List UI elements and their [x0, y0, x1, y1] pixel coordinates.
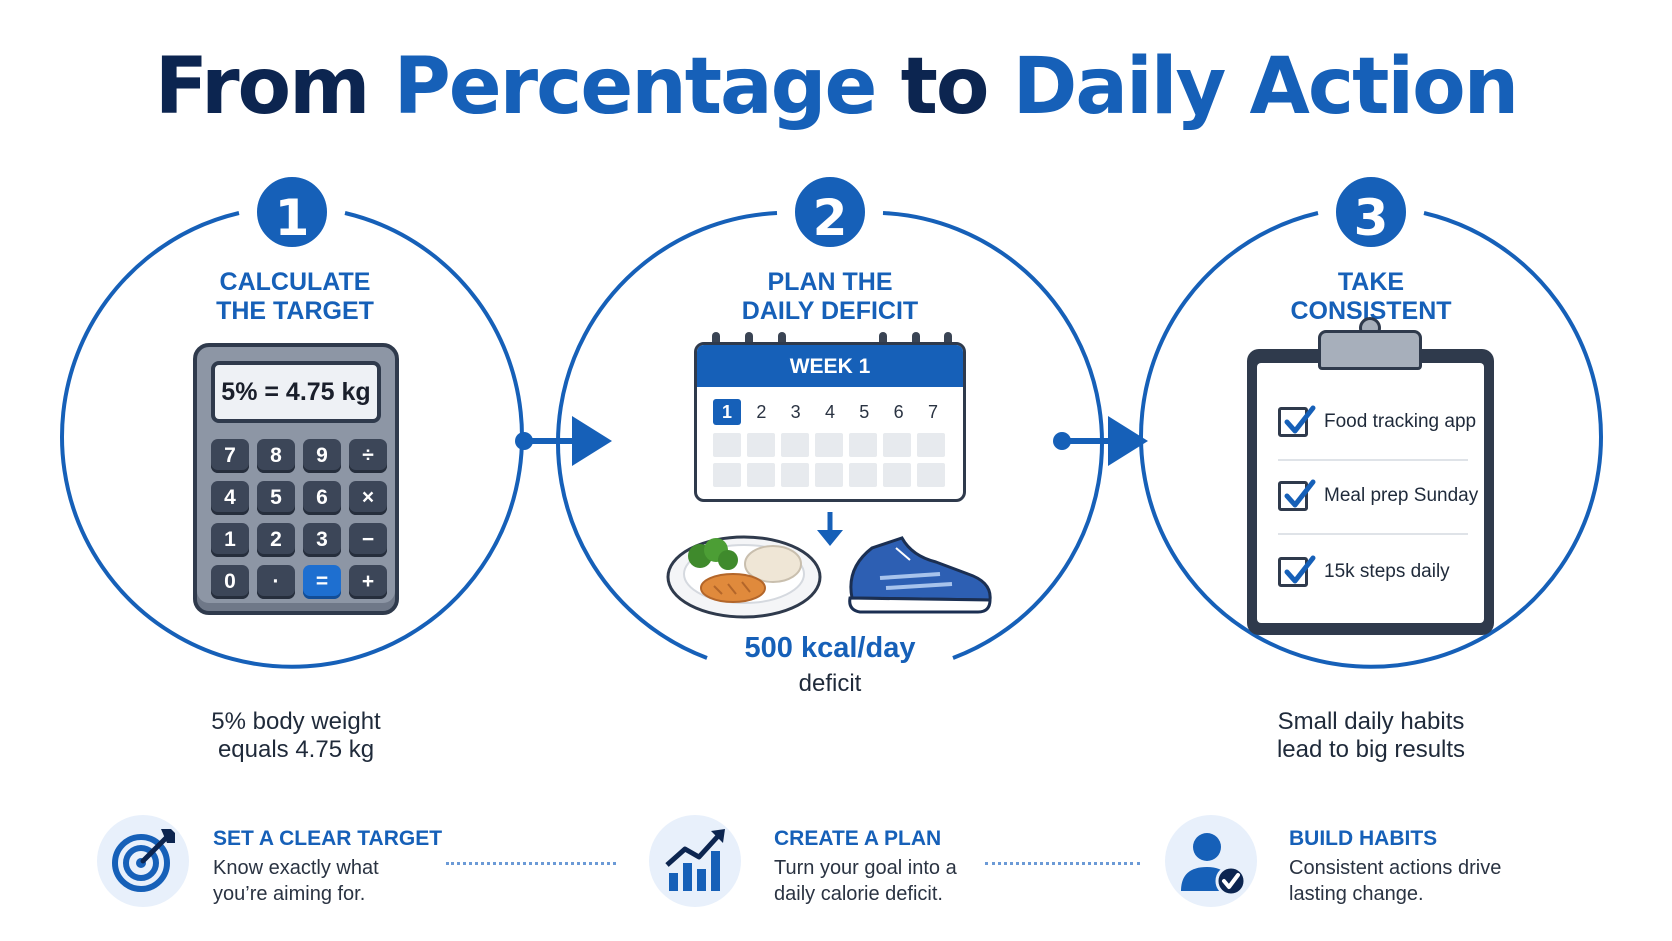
- calendar-day: 7: [927, 402, 938, 422]
- calculator-key: 3: [303, 523, 341, 557]
- calendar-day: 4: [824, 402, 835, 422]
- calculator-key: ÷: [349, 439, 387, 473]
- feature-desc-2: Turn your goal into a daily calorie defi…: [774, 857, 957, 905]
- growth-chart-icon: [649, 815, 741, 907]
- checklist-item: Food tracking app: [1278, 405, 1478, 441]
- target-icon: [97, 815, 189, 907]
- checklist-item: 15k steps daily: [1278, 555, 1478, 591]
- title-text: From: [154, 42, 394, 132]
- calendar-day: 3: [790, 402, 801, 422]
- checklist-item-label: Meal prep Sunday: [1324, 485, 1479, 506]
- calculator-key: 7: [211, 439, 249, 473]
- checklist-item: Meal prep Sunday: [1278, 479, 1479, 515]
- ring-step-3: [1139, 211, 1603, 669]
- calculator-key: =: [303, 565, 341, 599]
- checkbox-checked-icon: [1278, 405, 1316, 437]
- calculator-key: 5: [257, 481, 295, 515]
- checklist-item-label: Food tracking app: [1324, 411, 1477, 432]
- calendar-cell: [747, 463, 775, 487]
- dotted-divider: [985, 862, 1140, 865]
- calculator-keypad: 7 8 9 ÷ 4 5 6 × 1 2 3− 0 · = +: [211, 439, 389, 599]
- calendar-cell: [815, 463, 843, 487]
- calendar-cell: [747, 433, 775, 457]
- calendar-grid: [697, 425, 963, 487]
- calculator-key: 2: [257, 523, 295, 557]
- calendar-cell: [713, 463, 741, 487]
- feature-title-1: Set a clear target: [213, 827, 443, 850]
- step-number-badge-3: 3: [1330, 171, 1412, 253]
- calculator-key: 8: [257, 439, 295, 473]
- dotted-divider: [446, 862, 616, 865]
- title-text: to: [875, 42, 1013, 132]
- checklist-item-label: 15k steps daily: [1324, 561, 1450, 582]
- feature-title-3: Build habits: [1289, 827, 1438, 850]
- ring-step-2: [556, 211, 778, 660]
- calculator-key: 1: [211, 523, 249, 557]
- calendar-header: WEEK 1: [697, 345, 963, 387]
- calendar-day: 6: [893, 402, 904, 422]
- deficit-label: deficit: [798, 670, 862, 697]
- calculator-key: 9: [303, 439, 341, 473]
- user-check-icon: [1165, 815, 1257, 907]
- ring-step-2-right: [882, 211, 1104, 660]
- divider: [1278, 533, 1468, 535]
- deficit-value: 500 kcal/day: [744, 632, 916, 664]
- calendar-cell: [883, 433, 911, 457]
- feature-desc-3: Consistent actions drive lasting change.: [1289, 857, 1502, 905]
- title-accent-percentage: Percentage: [393, 42, 878, 132]
- divider: [1278, 459, 1468, 461]
- title-accent-daily-action: Daily Action: [1012, 42, 1520, 132]
- arrow-2-to-3: [1053, 416, 1148, 466]
- calendar-cell: [815, 433, 843, 457]
- meal-plate-icon: [666, 535, 822, 619]
- calculator-key: 0: [211, 565, 249, 599]
- step-caption-3: Small daily habits lead to big results: [1276, 708, 1466, 763]
- calendar-cell: [849, 433, 877, 457]
- calculator-screen: 5% = 4.75 kg: [211, 361, 381, 423]
- calendar-cell: [917, 463, 945, 487]
- calendar-day: 2: [756, 402, 767, 422]
- checkbox-checked-icon: [1278, 555, 1316, 587]
- feature-title-2: Create a plan: [774, 827, 942, 850]
- feature-desc-1: Know exactly what you’re aiming for.: [213, 857, 379, 905]
- calculator-key: ·: [257, 565, 295, 599]
- step-caption-1: 5% body weight equals 4.75 kg: [211, 708, 381, 763]
- calendar-cell: [849, 463, 877, 487]
- calendar-cell: [781, 463, 809, 487]
- page-title: From Percentage to Daily Action: [0, 42, 1672, 132]
- step-title-2: Plan the daily deficit: [741, 268, 919, 325]
- calendar-cell: [713, 433, 741, 457]
- calculator-key: 4: [211, 481, 249, 515]
- step-title-1: Calculate the target: [216, 268, 374, 325]
- arrow-1-to-2: [515, 416, 612, 466]
- sneaker-icon: [848, 536, 992, 614]
- ring-step-1: [60, 211, 524, 669]
- calculator-key: +: [349, 565, 387, 599]
- calculator-key: ×: [349, 481, 387, 515]
- clipboard-clip: [1318, 330, 1422, 370]
- calculator-key: −: [349, 523, 387, 557]
- calendar-day-active: 1: [713, 399, 741, 425]
- calculator-key: 6: [303, 481, 341, 515]
- calendar-cell: [917, 433, 945, 457]
- step-number-badge-2: 2: [789, 171, 871, 253]
- calculator-illustration: 5% = 4.75 kg 7 8 9 ÷ 4 5 6 × 1 2 3− 0 · = +: [193, 343, 399, 615]
- calendar-cell: [883, 463, 911, 487]
- calendar-day: 5: [859, 402, 870, 422]
- checkbox-checked-icon: [1278, 479, 1316, 511]
- calendar-cell: [781, 433, 809, 457]
- step-number-badge-1: 1: [251, 171, 333, 253]
- down-arrow-icon: [817, 512, 843, 546]
